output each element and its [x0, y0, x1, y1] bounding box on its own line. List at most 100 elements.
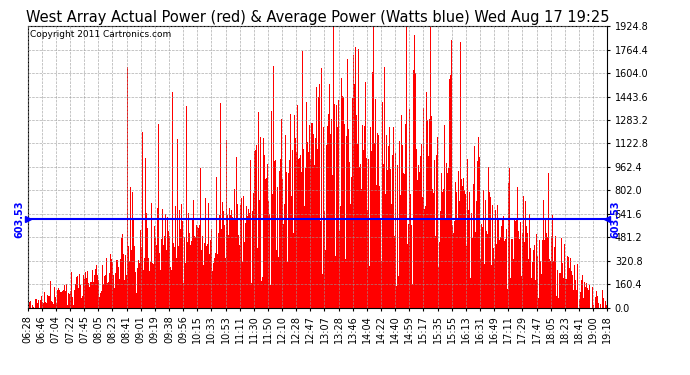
- Bar: [202, 236, 203, 308]
- Bar: [437, 137, 438, 308]
- Bar: [276, 250, 277, 308]
- Bar: [188, 265, 189, 308]
- Bar: [481, 248, 482, 308]
- Bar: [122, 234, 123, 308]
- Bar: [329, 84, 330, 308]
- Bar: [268, 189, 269, 308]
- Bar: [603, 298, 604, 307]
- Bar: [520, 222, 521, 308]
- Bar: [67, 304, 68, 307]
- Bar: [184, 237, 185, 308]
- Bar: [315, 138, 316, 308]
- Bar: [407, 244, 408, 308]
- Bar: [552, 215, 553, 308]
- Bar: [47, 303, 48, 307]
- Bar: [154, 226, 155, 308]
- Bar: [267, 164, 268, 308]
- Bar: [606, 303, 607, 307]
- Bar: [287, 262, 288, 308]
- Bar: [323, 127, 324, 308]
- Bar: [508, 183, 509, 308]
- Bar: [193, 200, 194, 308]
- Bar: [103, 284, 104, 308]
- Bar: [92, 270, 93, 308]
- Bar: [174, 247, 175, 308]
- Bar: [322, 274, 323, 308]
- Bar: [246, 206, 247, 308]
- Bar: [68, 293, 69, 308]
- Bar: [86, 278, 87, 308]
- Bar: [469, 192, 470, 308]
- Bar: [298, 159, 299, 308]
- Bar: [203, 265, 204, 308]
- Bar: [345, 259, 346, 308]
- Bar: [334, 104, 335, 308]
- Bar: [247, 216, 248, 308]
- Bar: [186, 106, 187, 308]
- Bar: [88, 273, 90, 308]
- Bar: [559, 273, 560, 308]
- Bar: [179, 210, 180, 308]
- Bar: [291, 196, 293, 308]
- Bar: [548, 242, 549, 308]
- Bar: [213, 263, 214, 308]
- Bar: [585, 287, 586, 308]
- Bar: [120, 259, 121, 308]
- Bar: [185, 220, 186, 308]
- Bar: [132, 192, 133, 308]
- Bar: [142, 132, 143, 308]
- Bar: [402, 146, 403, 308]
- Bar: [235, 219, 236, 308]
- Bar: [577, 279, 578, 308]
- Bar: [441, 173, 442, 308]
- Bar: [305, 168, 306, 308]
- Bar: [468, 163, 469, 308]
- Bar: [164, 236, 165, 308]
- Bar: [420, 156, 421, 308]
- Bar: [370, 127, 371, 308]
- Bar: [338, 100, 339, 308]
- Bar: [108, 282, 109, 308]
- Bar: [262, 277, 264, 308]
- Bar: [296, 152, 297, 308]
- Bar: [178, 246, 179, 308]
- Bar: [125, 255, 126, 308]
- Bar: [283, 224, 284, 308]
- Bar: [355, 186, 356, 308]
- Bar: [152, 229, 153, 308]
- Bar: [245, 223, 246, 308]
- Bar: [37, 296, 38, 307]
- Bar: [383, 164, 384, 308]
- Bar: [124, 280, 125, 308]
- Bar: [423, 141, 424, 308]
- Bar: [98, 279, 99, 308]
- Bar: [471, 213, 472, 308]
- Bar: [586, 292, 587, 308]
- Bar: [46, 303, 47, 307]
- Bar: [419, 172, 420, 308]
- Bar: [466, 246, 467, 308]
- Bar: [449, 80, 450, 308]
- Bar: [597, 285, 598, 308]
- Bar: [486, 114, 487, 308]
- Bar: [364, 126, 365, 308]
- Bar: [605, 301, 606, 307]
- Bar: [337, 127, 338, 308]
- Bar: [145, 158, 146, 308]
- Bar: [565, 279, 566, 308]
- Bar: [307, 192, 308, 308]
- Bar: [139, 254, 141, 308]
- Bar: [474, 146, 475, 308]
- Bar: [569, 268, 570, 308]
- Bar: [330, 275, 331, 308]
- Bar: [431, 116, 432, 308]
- Bar: [316, 87, 317, 308]
- Bar: [491, 265, 492, 308]
- Bar: [288, 173, 289, 308]
- Bar: [347, 59, 348, 308]
- Bar: [134, 200, 135, 308]
- Bar: [361, 189, 362, 308]
- Bar: [223, 211, 224, 308]
- Bar: [463, 178, 464, 308]
- Bar: [562, 263, 563, 308]
